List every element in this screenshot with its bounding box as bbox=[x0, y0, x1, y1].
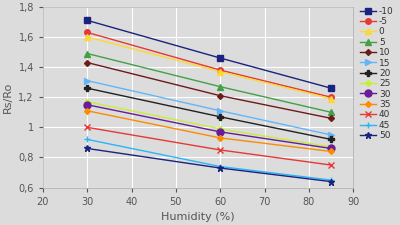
-5 bbox=[218, 69, 222, 71]
Legend: -10, -5, 0, 5, 10, 15, 20, 25, 30, 35, 40, 45, 50: -10, -5, 0, 5, 10, 15, 20, 25, 30, 35, 4… bbox=[356, 3, 397, 144]
50 bbox=[329, 180, 334, 183]
20 bbox=[329, 138, 334, 141]
45 bbox=[329, 179, 334, 181]
30 bbox=[218, 130, 222, 133]
Line: 30: 30 bbox=[84, 101, 334, 152]
20 bbox=[218, 115, 222, 118]
40 bbox=[85, 126, 90, 129]
0 bbox=[85, 36, 90, 38]
0 bbox=[218, 70, 222, 73]
40 bbox=[218, 148, 222, 151]
25 bbox=[218, 128, 222, 130]
50 bbox=[218, 167, 222, 169]
Line: 40: 40 bbox=[84, 124, 334, 169]
Line: 50: 50 bbox=[84, 145, 334, 185]
20 bbox=[85, 87, 90, 90]
45 bbox=[218, 165, 222, 168]
Line: 35: 35 bbox=[85, 109, 333, 153]
Line: -10: -10 bbox=[84, 18, 334, 91]
30 bbox=[85, 104, 90, 106]
-10 bbox=[218, 57, 222, 59]
X-axis label: Humidity (%): Humidity (%) bbox=[161, 212, 235, 222]
-10 bbox=[85, 19, 90, 22]
0 bbox=[329, 97, 334, 100]
40 bbox=[329, 164, 334, 166]
25 bbox=[329, 146, 334, 148]
35 bbox=[85, 109, 90, 112]
Line: 5: 5 bbox=[84, 51, 334, 115]
15 bbox=[329, 134, 334, 136]
Line: 10: 10 bbox=[85, 61, 333, 120]
5 bbox=[329, 111, 334, 114]
35 bbox=[218, 137, 222, 139]
5 bbox=[85, 52, 90, 55]
Y-axis label: Rs/Ro: Rs/Ro bbox=[3, 82, 13, 113]
25 bbox=[85, 100, 90, 103]
-10 bbox=[329, 87, 334, 90]
5 bbox=[218, 85, 222, 88]
35 bbox=[329, 150, 334, 153]
Line: -5: -5 bbox=[84, 30, 334, 100]
Line: 15: 15 bbox=[84, 78, 334, 138]
15 bbox=[218, 109, 222, 112]
10 bbox=[85, 61, 90, 64]
Line: 45: 45 bbox=[84, 136, 334, 184]
10 bbox=[329, 117, 334, 120]
50 bbox=[85, 147, 90, 150]
Line: 25: 25 bbox=[85, 100, 333, 149]
30 bbox=[329, 147, 334, 150]
15 bbox=[85, 79, 90, 82]
-5 bbox=[85, 31, 90, 34]
10 bbox=[218, 94, 222, 97]
-5 bbox=[329, 96, 334, 99]
Line: 20: 20 bbox=[84, 86, 334, 142]
45 bbox=[85, 138, 90, 141]
Line: 0: 0 bbox=[84, 34, 334, 101]
